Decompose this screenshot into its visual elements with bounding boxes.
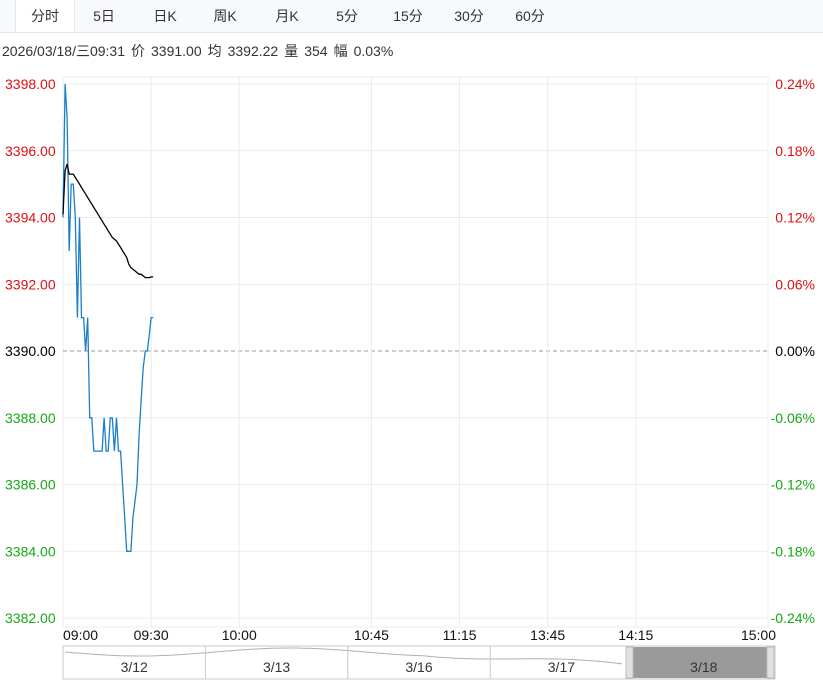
y-tick-label-right: -0.24% xyxy=(771,610,815,626)
y-tick-label-right: 0.24% xyxy=(775,76,815,92)
volume-value: 354 xyxy=(304,43,328,59)
x-tick-label: 10:00 xyxy=(222,627,257,643)
y-tick-label-right: -0.18% xyxy=(771,543,815,559)
tab-daily-k[interactable]: 日K xyxy=(153,8,177,24)
period-tabs: 分时 5日 日K 周K 月K 5分 15分 30分 60分 xyxy=(0,0,823,33)
x-tick-label: 09:30 xyxy=(134,627,169,643)
price-label: 价 xyxy=(131,43,145,59)
amplitude-label: 幅 xyxy=(333,43,348,59)
y-tick-label-right: -0.12% xyxy=(771,477,815,493)
price-value: 3391.00 xyxy=(151,43,202,59)
avg-value: 3392.22 xyxy=(227,43,279,59)
average-price-line xyxy=(62,163,154,279)
y-tick-label: 3390.00 xyxy=(5,343,56,359)
y-tick-label: 3396.00 xyxy=(5,143,56,159)
navigator-date-label: 3/17 xyxy=(548,659,575,675)
x-tick-label: 14:15 xyxy=(618,627,653,643)
navigator-handle-right[interactable] xyxy=(766,646,775,679)
x-tick-label: 13:45 xyxy=(530,627,565,643)
price-line xyxy=(62,83,154,552)
navigator-date-label: 3/13 xyxy=(263,659,290,675)
navigator-date-label: 3/12 xyxy=(121,659,148,675)
amplitude-value: 0.03% xyxy=(353,43,394,59)
y-tick-label: 3384.00 xyxy=(5,543,56,559)
navigator-date-label: 3/16 xyxy=(405,659,432,675)
y-tick-label: 3394.00 xyxy=(5,210,56,226)
tab-30min[interactable]: 30分 xyxy=(454,8,484,24)
y-tick-label: 3388.00 xyxy=(5,410,56,426)
quote-info-bar: 2026/03/18/三09:31 价 3391.00 均 3392.22 量 354 幅 0.… xyxy=(2,41,399,61)
tab-weekly-k[interactable]: 周K xyxy=(213,8,237,24)
y-tick-label-right: -0.06% xyxy=(771,410,815,426)
y-tick-label: 3386.00 xyxy=(5,477,56,493)
navigator-date-label: 3/18 xyxy=(690,659,717,675)
y-tick-label: 3392.00 xyxy=(5,276,56,292)
tab-5min[interactable]: 5分 xyxy=(336,8,358,24)
navigator-handle-left[interactable] xyxy=(625,646,634,679)
plot-frame xyxy=(62,76,769,628)
tab-timeshare[interactable]: 分时 xyxy=(15,0,75,32)
y-tick-label: 3382.00 xyxy=(5,610,56,626)
avg-label: 均 xyxy=(207,43,222,59)
x-tick-label: 11:15 xyxy=(443,627,477,643)
x-tick-label: 15:00 xyxy=(741,627,776,643)
tab-60min[interactable]: 60分 xyxy=(515,8,545,24)
x-tick-label: 10:45 xyxy=(354,627,389,643)
tab-15min[interactable]: 15分 xyxy=(393,8,423,24)
navigator-trend-line xyxy=(64,647,623,665)
quote-datetime: 2026/03/18/三09:31 xyxy=(2,43,125,59)
y-tick-label-right: 0.12% xyxy=(775,210,815,226)
y-tick-label-right: 0.18% xyxy=(775,143,815,159)
volume-label: 量 xyxy=(284,43,299,59)
y-tick-label-right: 0.00% xyxy=(775,343,815,359)
y-tick-label: 3398.00 xyxy=(5,76,56,92)
navigator-selection[interactable] xyxy=(633,647,767,678)
y-tick-label-right: 0.06% xyxy=(775,276,815,292)
x-tick-label: 09:00 xyxy=(63,627,98,643)
tab-5day[interactable]: 5日 xyxy=(93,8,115,24)
tab-monthly-k[interactable]: 月K xyxy=(275,8,299,24)
